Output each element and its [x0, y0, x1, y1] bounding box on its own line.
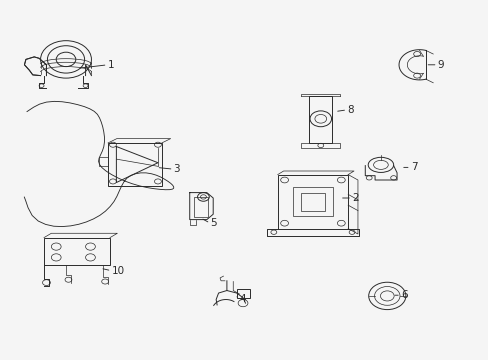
Text: 4: 4	[239, 294, 246, 304]
Text: 2: 2	[351, 193, 358, 203]
Bar	[236, 289, 250, 298]
Bar	[108, 143, 162, 186]
Bar	[293, 187, 332, 216]
Bar	[44, 238, 110, 265]
Bar	[308, 96, 331, 143]
Text: 7: 7	[410, 162, 417, 172]
Text: 10: 10	[111, 266, 124, 276]
Text: 5: 5	[210, 218, 217, 228]
Text: 6: 6	[400, 290, 407, 300]
Text: 8: 8	[346, 105, 353, 115]
Bar	[277, 175, 347, 229]
Text: 1: 1	[107, 60, 114, 70]
Text: 9: 9	[437, 60, 444, 70]
Text: 3: 3	[173, 164, 180, 174]
Bar	[193, 197, 208, 217]
Bar	[300, 193, 325, 211]
